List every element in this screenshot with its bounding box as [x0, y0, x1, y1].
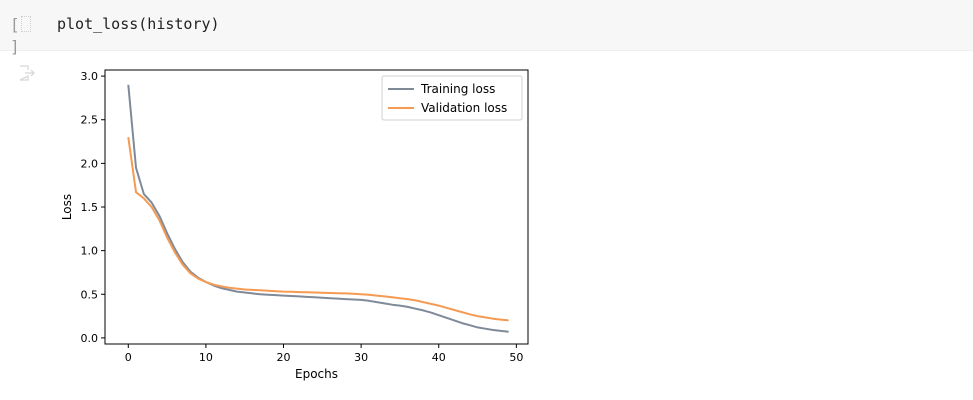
x-axis-label: Epochs — [295, 367, 338, 381]
y-tick-label: 3.0 — [81, 70, 99, 83]
y-axis-label: Loss — [60, 194, 74, 220]
x-tick-label: 50 — [509, 351, 523, 364]
cell-output: 0 10 20 30 40 50 0.0 0.5 1.0 1.5 2.0 2.5 3.0 Epochs … — [55, 58, 545, 388]
run-cell-button[interactable]: [] — [10, 14, 40, 56]
output-arrow-icon[interactable] — [18, 64, 36, 82]
series-lines — [127, 84, 509, 333]
code-editor[interactable]: plot_loss(history) — [57, 15, 220, 33]
training-loss-line — [127, 84, 509, 333]
x-tick-label: 0 — [125, 351, 132, 364]
legend-box — [381, 75, 523, 121]
legend: Training loss Validation loss — [381, 75, 523, 121]
axis-ticks: 0 10 20 30 40 50 0.0 0.5 1.0 1.5 2.0 2.5 3.0 — [81, 70, 524, 364]
y-tick-label: 0.5 — [81, 288, 99, 301]
loss-chart: 0 10 20 30 40 500.00.51.01.52.02.53.0 Epochs … — [60, 69, 529, 381]
prompt-close-bracket: ] — [10, 37, 20, 56]
plot-frame — [104, 69, 529, 345]
y-tick-label: 1.0 — [81, 245, 99, 258]
output-arrow-icon-graphic — [19, 65, 35, 81]
y-tick-label: 1.5 — [81, 201, 99, 214]
code-cell[interactable]: [] plot_loss(history) — [0, 0, 973, 56]
y-tick-label: 2.0 — [81, 157, 99, 170]
validation-loss-line — [127, 137, 509, 322]
x-tick-label: 40 — [432, 351, 446, 364]
legend-label-training: Training loss — [420, 82, 495, 96]
y-tick-label: 0.0 — [81, 332, 99, 345]
run-indicator-icon — [20, 16, 31, 32]
x-tick-label: 10 — [199, 351, 213, 364]
legend-label-validation: Validation loss — [421, 101, 507, 115]
prompt-open-bracket: [ — [10, 15, 20, 34]
x-tick-label: 20 — [277, 351, 291, 364]
x-tick-label: 30 — [354, 351, 368, 364]
y-tick-label: 2.5 — [81, 114, 99, 127]
